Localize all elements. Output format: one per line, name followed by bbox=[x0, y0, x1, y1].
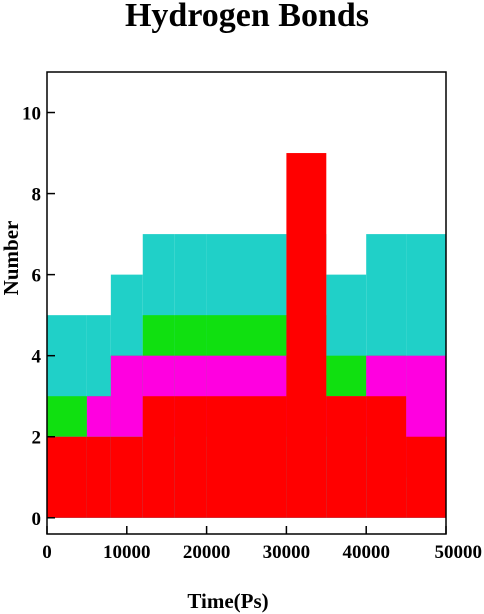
series-5-bar bbox=[86, 436, 111, 518]
series-5-bar bbox=[366, 396, 407, 518]
y-tick-label: 2 bbox=[32, 428, 42, 449]
series-5-bar bbox=[174, 396, 207, 518]
series-5-bar bbox=[142, 396, 175, 518]
x-tick-label: 20000 bbox=[183, 542, 231, 563]
x-tick-label: 30000 bbox=[263, 542, 311, 563]
y-tick-label: 4 bbox=[32, 347, 42, 368]
y-axis-label: Number bbox=[0, 221, 23, 296]
x-tick-label: 0 bbox=[42, 542, 52, 563]
chart-title: Hydrogen Bonds bbox=[125, 0, 369, 34]
y-tick-label: 10 bbox=[22, 104, 41, 125]
x-axis-ticks: 0 10000 20000 30000 40000 50000 bbox=[42, 526, 482, 563]
series-5-bar bbox=[286, 153, 327, 518]
x-tick-label: 50000 bbox=[435, 542, 483, 563]
y-tick-label: 0 bbox=[32, 509, 42, 530]
plot-area bbox=[47, 153, 446, 518]
y-tick-label: 8 bbox=[32, 185, 42, 206]
series-5-bar bbox=[206, 396, 247, 518]
plot-frame bbox=[46, 71, 447, 535]
series-5 bbox=[47, 153, 446, 518]
y-axis-ticks: 0 2 4 6 8 10 bbox=[22, 104, 55, 530]
x-tick-label: 40000 bbox=[342, 542, 390, 563]
series-5-bar bbox=[47, 436, 87, 518]
series-5-bar bbox=[406, 436, 446, 518]
x-axis-label: Time(Ps) bbox=[187, 589, 268, 613]
series-5-bar bbox=[326, 396, 367, 518]
series-5-bar bbox=[246, 396, 287, 518]
x-tick-label: 10000 bbox=[103, 542, 151, 563]
y-tick-label: 6 bbox=[32, 266, 42, 287]
series-5-bar bbox=[110, 436, 143, 518]
